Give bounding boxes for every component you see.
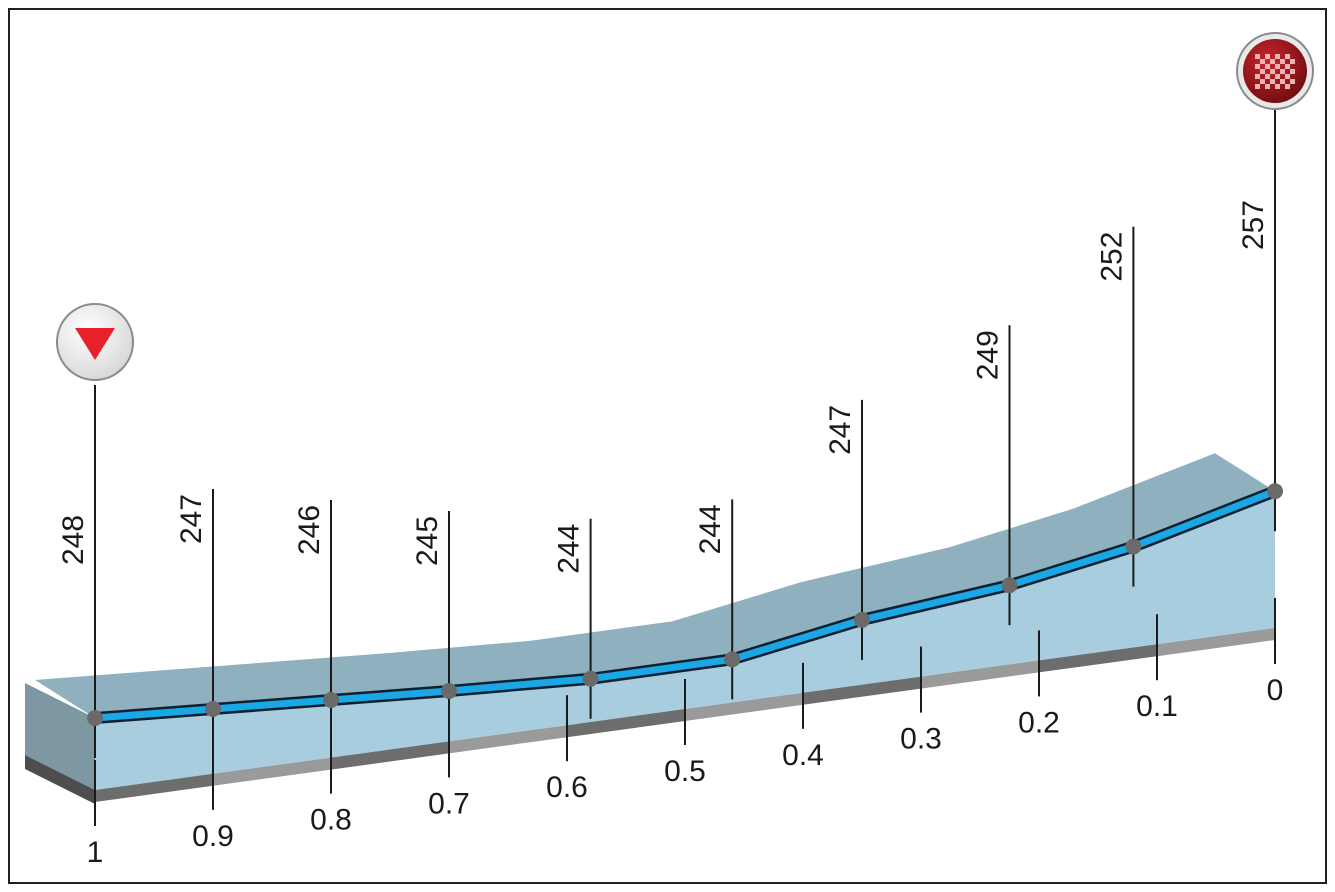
elevation-label: 247 [824, 405, 857, 455]
profile-line [94, 487, 1277, 722]
profile-point [724, 651, 741, 668]
elevation-label: 245 [411, 516, 444, 566]
profile-point [205, 701, 221, 717]
distance-tick-label: 0.9 [192, 820, 234, 853]
base-front-strip [567, 709, 685, 738]
elevation-label: 248 [57, 515, 90, 565]
elevation-labels: 248 247 246 245 244 244 247 249 252 257 [57, 200, 1270, 574]
base-front-strip [449, 725, 567, 754]
base-front-strip [95, 773, 213, 802]
elevation-label: 247 [175, 494, 208, 544]
distance-ticks: 1 0.9 0.8 0.7 0.6 0.5 0.4 0.3 0.2 0.1 0 [87, 598, 1284, 869]
base-front-strip [921, 660, 1039, 689]
profile-line-group [87, 483, 1283, 726]
profile-point [582, 670, 599, 687]
base-side-strip [25, 755, 95, 804]
elevation-label: 257 [1237, 200, 1270, 250]
profile-point [1267, 483, 1283, 500]
elevation-label: 252 [1095, 232, 1128, 282]
distance-tick-label: 0.3 [900, 723, 942, 756]
profile-front-face [95, 491, 1275, 790]
elevation-label: 246 [293, 505, 326, 555]
distance-tick-label: 0.8 [310, 804, 352, 837]
base-front-strip [1157, 628, 1275, 657]
profile-point [441, 683, 457, 699]
distance-tick-label: 0.4 [782, 739, 824, 772]
distance-tick-label: 0.2 [1018, 706, 1060, 739]
start-marker [56, 303, 134, 381]
elevation-label: 244 [553, 524, 586, 574]
profile-point [854, 611, 870, 628]
profile-side-face [25, 683, 95, 790]
profile-point [323, 692, 339, 708]
profile-point [87, 710, 103, 726]
distance-tick-label: 0 [1267, 674, 1284, 707]
base-front-strip [1039, 644, 1157, 673]
base-front-strip [331, 741, 449, 770]
distance-tick-label: 1 [87, 836, 104, 869]
base-front-strip [213, 757, 331, 786]
profile-point [1001, 577, 1018, 594]
elevation-label: 249 [972, 330, 1005, 380]
profile-point [1125, 538, 1142, 555]
start-finish-markers [56, 32, 1314, 381]
finish-marker [1236, 32, 1314, 110]
distance-tick-label: 0.7 [428, 787, 470, 820]
distance-tick-label: 0.5 [664, 755, 706, 788]
start-triangle-icon [75, 328, 115, 360]
elevation-leader-lines [94, 110, 1276, 758]
checkered-flag-icon [1255, 54, 1295, 89]
base-front-strip [685, 692, 803, 721]
distance-tick-label: 0.6 [546, 771, 588, 804]
distance-tick-label: 0.1 [1136, 690, 1178, 723]
elevation-label: 244 [694, 504, 727, 554]
base-front-strip [803, 676, 921, 705]
